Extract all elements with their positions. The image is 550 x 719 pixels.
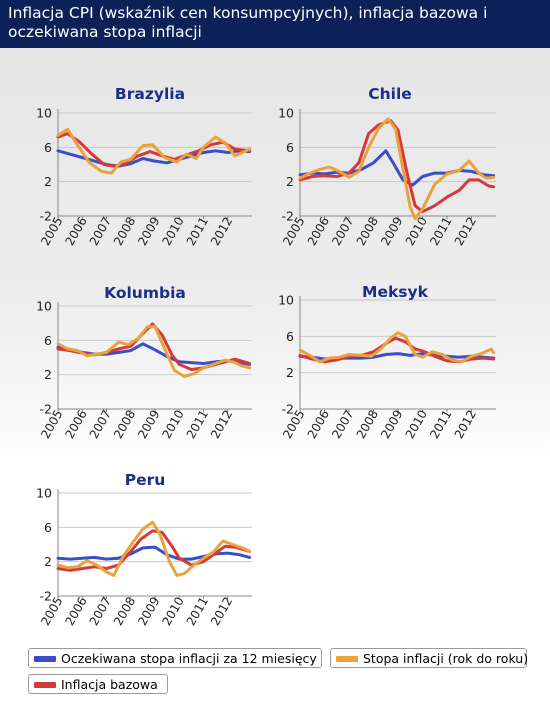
legend-swatch-expected (34, 656, 56, 662)
chart-4-ytick-label: 6 (286, 329, 294, 344)
chart-2-series-core (298, 119, 496, 214)
chart-2-series-expected (298, 149, 496, 187)
chart-2-xtick-label: 2007 (329, 215, 356, 248)
chart-1-ytick-label: 10 (36, 106, 52, 121)
chart-5-xtick-label: 2012 (208, 595, 235, 628)
chart-1-ytick-label: -2 (40, 209, 52, 224)
chart-2-xtick-label: 2012 (452, 215, 479, 248)
chart-5-ytick-label: 2 (44, 554, 52, 569)
legend-label-expected: Oczekiwana stopa inflacji za 12 miesięcy (61, 651, 317, 666)
chart-1-xtick-label: 2010 (159, 215, 186, 248)
chart-4-xtick-label: 2011 (427, 408, 454, 441)
chart-1-xtick-label: 2012 (208, 215, 235, 248)
chart-3-xtick-label: 2008 (111, 408, 138, 441)
chart-3-xtick-label: 2011 (184, 408, 211, 441)
chart-5-title: Peru (125, 471, 166, 489)
chart-2-xtick-label: 2011 (427, 215, 454, 248)
chart-3-ytick-label: 2 (44, 367, 52, 382)
chart-1-xtick-label: 2009 (135, 215, 162, 248)
chart-5-series-expected (56, 545, 252, 561)
chart-2-xtick-label: 2008 (354, 215, 381, 248)
chart-4-ytick-label: 10 (278, 293, 294, 308)
chart-4-ytick-label: -2 (282, 402, 294, 417)
legend-label-inflation: Stopa inflacji (rok do roku) (363, 651, 529, 666)
chart-1-ytick-label: 2 (44, 174, 52, 189)
chart-4-xtick-label: 2012 (452, 408, 479, 441)
chart-5-ytick-label: -2 (40, 589, 52, 604)
chart-5-series-inflation (56, 520, 252, 577)
chart-2-xtick-label: 2010 (403, 215, 430, 248)
chart-1-series-expected (56, 149, 252, 168)
chart-4-xtick-label: 2007 (329, 408, 356, 441)
chart-5-series-core (56, 529, 252, 572)
chart-4-series-inflation (298, 331, 496, 364)
page-title: Inflacja CPI (wskaźnik cen konsumpcyjnyc… (0, 0, 550, 48)
chart-4-xtick-label: 2009 (378, 408, 405, 441)
chart-background (0, 48, 550, 468)
legend-label-core: Inflacja bazowa (61, 677, 158, 692)
chart-3-xtick-label: 2010 (159, 408, 186, 441)
chart-2-ytick-label: 10 (278, 106, 294, 121)
chart-5-xtick-label: 2008 (111, 595, 138, 628)
chart-1-xtick-label: 2007 (87, 215, 114, 248)
chart-3-xtick-label: 2007 (87, 408, 114, 441)
chart-1-xtick-label: 2008 (111, 215, 138, 248)
legend-item-expected: Oczekiwana stopa inflacji za 12 miesięcy (28, 648, 322, 668)
chart-1-series-inflation (56, 127, 252, 175)
chart-3-title: Kolumbia (104, 284, 186, 302)
chart-3-ytick-label: 6 (44, 333, 52, 348)
legend: Oczekiwana stopa inflacji za 12 miesięcy… (28, 648, 528, 698)
legend-swatch-inflation (336, 656, 358, 662)
chart-3-xtick-label: 2009 (135, 408, 162, 441)
chart-5-xtick-label: 2011 (184, 595, 211, 628)
chart-5-ytick-label: 10 (36, 486, 52, 501)
chart-2-title: Chile (368, 85, 412, 103)
chart-1-xtick-label: 2011 (184, 215, 211, 248)
chart-1-xtick-label: 2006 (62, 215, 89, 248)
chart-1-ytick-label: 6 (44, 140, 52, 155)
chart-1-title: Brazylia (115, 85, 185, 103)
chart-3-ytick-label: 10 (36, 299, 52, 314)
chart-3-xtick-label: 2012 (208, 408, 235, 441)
chart-4-xtick-label: 2010 (403, 408, 430, 441)
chart-5-ytick-label: 6 (44, 520, 52, 535)
chart-2-xtick-label: 2009 (378, 215, 405, 248)
chart-5-xtick-label: 2006 (62, 595, 89, 628)
chart-1-series-core (56, 132, 252, 168)
chart-4-xtick-label: 2008 (354, 408, 381, 441)
chart-2-ytick-label: 6 (286, 140, 294, 155)
chart-2-series-inflation (298, 117, 496, 221)
legend-item-core: Inflacja bazowa (28, 674, 168, 694)
chart-5-xtick-label: 2010 (159, 595, 186, 628)
chart-5-xtick-label: 2009 (135, 595, 162, 628)
legend-swatch-core (34, 682, 56, 688)
chart-5-xtick-label: 2007 (87, 595, 114, 628)
chart-2-xtick-label: 2006 (305, 215, 332, 248)
legend-item-inflation: Stopa inflacji (rok do roku) (330, 648, 529, 668)
chart-4-title: Meksyk (362, 283, 429, 301)
chart-3-ytick-label: -2 (40, 402, 52, 417)
chart-3-series-inflation (56, 325, 252, 378)
chart-3-xtick-label: 2006 (62, 408, 89, 441)
chart-2-ytick-label: -2 (282, 209, 294, 224)
chart-4-ytick-label: 2 (286, 365, 294, 380)
chart-2-ytick-label: 2 (286, 174, 294, 189)
chart-4-xtick-label: 2006 (305, 408, 332, 441)
